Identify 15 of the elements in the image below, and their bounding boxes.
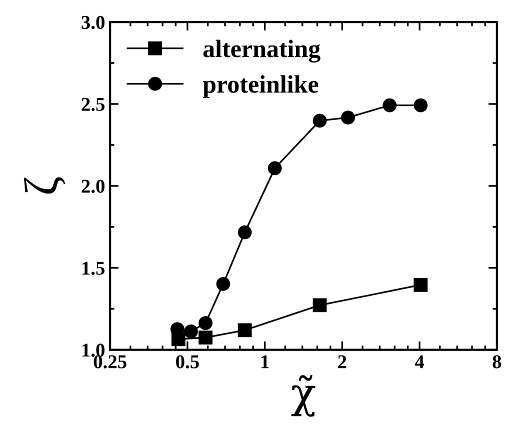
y-tick-label: 3.0 xyxy=(82,16,104,30)
x-tick-label: 8 xyxy=(492,355,502,368)
x-tick-label: 1 xyxy=(262,355,269,368)
x-tick-label: 0.25 xyxy=(94,355,126,368)
x-axis-title: χ̃ xyxy=(291,375,316,417)
legend-label: proteinlike xyxy=(202,75,318,98)
y-tick-label: 1.0 xyxy=(82,344,104,357)
x-tick-label: 4 xyxy=(414,355,424,368)
y-tick-label: 2.0 xyxy=(82,180,104,193)
y-tick-label: 2.5 xyxy=(82,98,105,112)
x-tick-label: 0.5 xyxy=(176,355,199,368)
legend-label: alternating xyxy=(203,40,320,63)
x-tick-label: 2 xyxy=(338,355,346,368)
y-axis-title: ζ xyxy=(24,177,66,194)
y-tick-label: 1.5 xyxy=(82,262,105,275)
